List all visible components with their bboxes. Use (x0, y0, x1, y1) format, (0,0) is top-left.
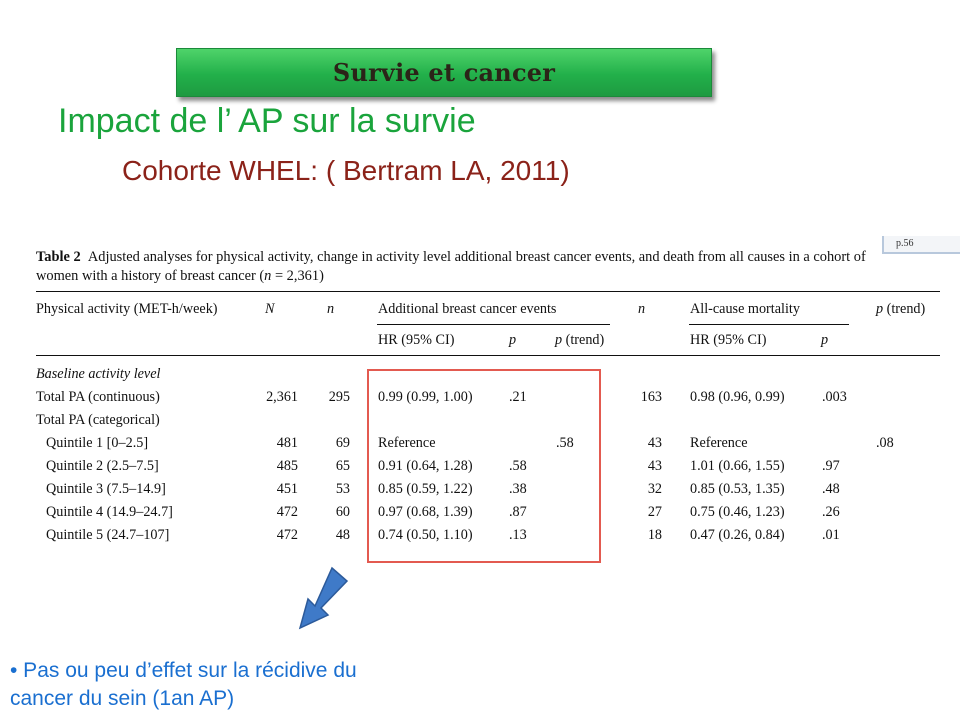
table-cell-hr1: 0.74 (0.50, 1.10) (378, 527, 473, 543)
table-label: Table 2 (36, 249, 81, 265)
table-cell-N: 2,361 (266, 389, 298, 405)
table-cell-n2: 163 (640, 389, 662, 405)
table-cell-label: Quintile 5 (24.7–107] (46, 527, 170, 543)
bullet-line1: • Pas ou peu d’effet sur la récidive du (10, 659, 357, 682)
table-cell-n1: 65 (335, 458, 350, 474)
slide-subtitle: Cohorte WHEL: ( Bertram LA, 2011) (122, 155, 570, 186)
table-cell-p2: .97 (822, 458, 840, 474)
table-cell-p2: .003 (822, 389, 847, 405)
table-cell-N: 472 (276, 504, 298, 520)
section-label: Baseline activity level (36, 366, 161, 382)
table-cell-pt1: .58 (556, 435, 574, 451)
table-cell-n2: 43 (647, 458, 662, 474)
table-cell-p1: .21 (509, 389, 527, 405)
banner-text: Survie et cancer (332, 58, 556, 87)
table-cell-p2: .48 (822, 481, 840, 497)
table-cell-n1: 295 (328, 389, 350, 405)
table-cell-p1: .87 (509, 504, 527, 520)
subheader-p1: p (509, 332, 517, 348)
caption-line2-a: women with a history of breast cancer ( (36, 268, 265, 284)
table-cell-label: Quintile 4 (14.9–24.7] (46, 504, 173, 520)
table-cell-label: Total PA (categorical) (36, 412, 160, 428)
header-n1: n (327, 301, 335, 317)
table-cell-hr2: 0.47 (0.26, 0.84) (690, 527, 785, 543)
subheader-hr1: HR (95% CI) (378, 332, 455, 348)
table-caption: Table 2 Adjusted analyses for physical a… (36, 248, 941, 286)
table-top-rule (36, 291, 940, 292)
table-cell-hr2: 0.98 (0.96, 0.99) (690, 389, 785, 405)
table-cell-n2: 32 (647, 481, 662, 497)
table-cell-n1: 69 (335, 435, 350, 451)
table-cell-label: Quintile 3 (7.5–14.9] (46, 481, 166, 497)
caption-line2-n: n (264, 268, 272, 284)
subheader-hr2: HR (95% CI) (690, 332, 767, 348)
table-cell-label: Total PA (continuous) (36, 389, 160, 405)
caption-line1: Adjusted analyses for physical activity,… (87, 249, 866, 265)
table-cell-N: 472 (276, 527, 298, 543)
header-group1: Additional breast cancer events (378, 301, 557, 317)
table-cell-hr1: 0.97 (0.68, 1.39) (378, 504, 473, 520)
arrow-down-left-icon (298, 566, 349, 630)
table-cell-p1: .58 (509, 458, 527, 474)
caption-line2-b: = 2,361) (271, 268, 324, 284)
table-cell-label: Quintile 2 (2.5–7.5] (46, 458, 159, 474)
header-n2: n (638, 301, 646, 317)
group1-underline (377, 324, 610, 325)
table-cell-hr2: Reference (690, 435, 748, 451)
table-cell-p2: .26 (822, 504, 840, 520)
table-cell-N: 485 (276, 458, 298, 474)
group2-underline (689, 324, 849, 325)
table-cell-hr1: Reference (378, 435, 436, 451)
bullet-point: • Pas ou peu d’effet sur la récidive du … (10, 657, 357, 713)
table-cell-hr2: 0.75 (0.46, 1.23) (690, 504, 785, 520)
table-cell-n2: 18 (647, 527, 662, 543)
table-cell-n2: 43 (647, 435, 662, 451)
table-cell-n1: 60 (335, 504, 350, 520)
table-cell-N: 451 (276, 481, 298, 497)
bullet-line2: cancer du sein (1an AP) (10, 687, 235, 710)
header-ptrend2-text: (trend) (883, 301, 926, 317)
table-header-rule (36, 355, 940, 356)
table-cell-hr2: 0.85 (0.53, 1.35) (690, 481, 785, 497)
table-cell-p1: .13 (509, 527, 527, 543)
table-cell-N: 481 (276, 435, 298, 451)
table-cell-n1: 53 (335, 481, 350, 497)
header-activity: Physical activity (MET-h/week) (36, 301, 218, 317)
table-cell-p1: .38 (509, 481, 527, 497)
table-cell-n2: 27 (647, 504, 662, 520)
highlight-box (367, 369, 601, 563)
table-cell-hr1: 0.85 (0.59, 1.22) (378, 481, 473, 497)
subheader-ptrend1: p (trend) (555, 332, 605, 348)
table-cell-hr1: 0.99 (0.99, 1.00) (378, 389, 473, 405)
page-number-tag: p.56 (882, 236, 960, 254)
table-cell-label: Quintile 1 [0–2.5] (46, 435, 149, 451)
table-cell-p2: .01 (822, 527, 840, 543)
table-cell-pt2: .08 (876, 435, 894, 451)
slide-title: Impact de l’ AP sur la survie (58, 102, 476, 140)
table-cell-hr1: 0.91 (0.64, 1.28) (378, 458, 473, 474)
header-N: N (265, 301, 275, 317)
header-ptrend2: p (trend) (876, 301, 926, 317)
subheader-p2: p (821, 332, 829, 348)
header-group2: All-cause mortality (690, 301, 800, 317)
slide-banner: Survie et cancer (176, 48, 712, 97)
table-cell-n1: 48 (335, 527, 350, 543)
table-cell-hr2: 1.01 (0.66, 1.55) (690, 458, 785, 474)
